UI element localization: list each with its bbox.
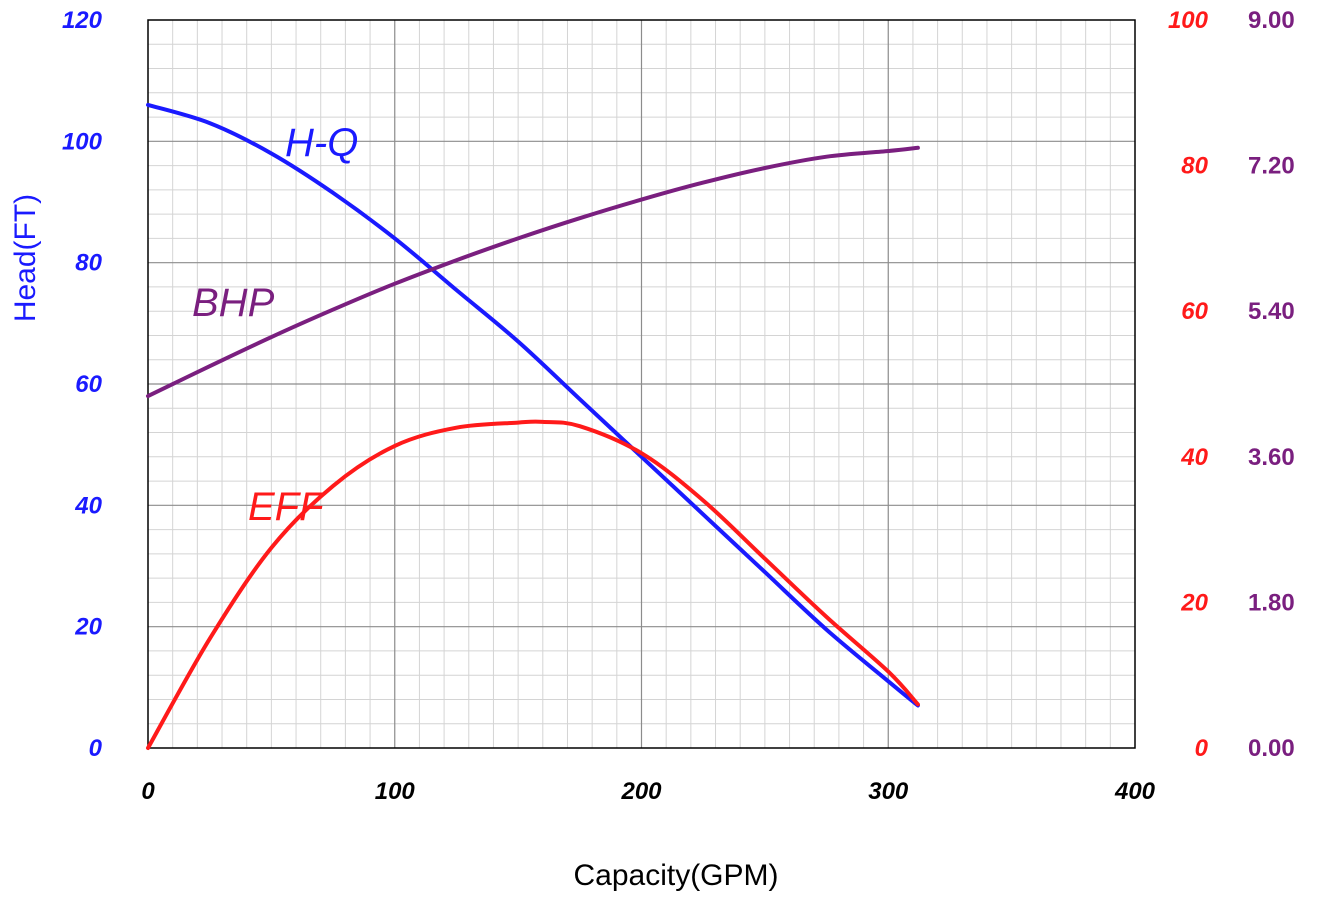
y-tick-label-eff: 60 (1181, 298, 1208, 325)
y-tick-label-head: 40 (74, 492, 102, 519)
y-tick-label-head: 60 (75, 371, 102, 398)
curve-label-eff: EFF (248, 485, 326, 529)
series-line-hq (146, 102, 920, 708)
y-tick-label-eff: 80 (1181, 153, 1208, 180)
x-tick-label: 300 (868, 778, 909, 805)
x-tick-label: 200 (620, 778, 662, 805)
x-axis-label: Capacity(GPM) (573, 859, 778, 892)
y-tick-label-eff: 100 (1168, 7, 1209, 34)
x-tick-label: 400 (1114, 778, 1156, 805)
tick-labels: 0 100 200 300 400 0 20 40 60 80 100 120 0 20 40 60 80 100… (62, 7, 1295, 805)
y-tick-label-bhp: 7.20 (1248, 153, 1295, 180)
y-tick-label-head: 80 (75, 250, 102, 277)
curve-label-hq: H-Q (285, 121, 358, 165)
y-tick-label-head: 100 (62, 128, 103, 155)
y-axis-label-head: Head(FT) (9, 194, 42, 322)
y-tick-label-bhp: 3.60 (1248, 444, 1295, 471)
y-tick-label-head: 20 (74, 614, 102, 641)
y-tick-label-bhp: 5.40 (1248, 298, 1295, 325)
y-tick-label-bhp: 9.00 (1248, 7, 1295, 34)
x-tick-label: 100 (375, 778, 416, 805)
y-tick-label-head: 0 (89, 735, 103, 762)
x-tick-label: 0 (141, 778, 155, 805)
y-tick-label-eff: 20 (1180, 589, 1208, 616)
series-line-bhp (146, 145, 920, 399)
y-tick-label-bhp: 0.00 (1248, 735, 1295, 762)
series-layer (146, 102, 920, 750)
y-tick-label-bhp: 1.80 (1248, 589, 1295, 616)
y-tick-label-eff: 40 (1180, 444, 1208, 471)
series-line-eff (146, 419, 920, 750)
y-tick-label-eff: 0 (1195, 735, 1209, 762)
curve-label-bhp: BHP (192, 281, 275, 325)
plot-frame (147, 19, 1136, 749)
y-tick-label-head: 120 (62, 7, 103, 34)
